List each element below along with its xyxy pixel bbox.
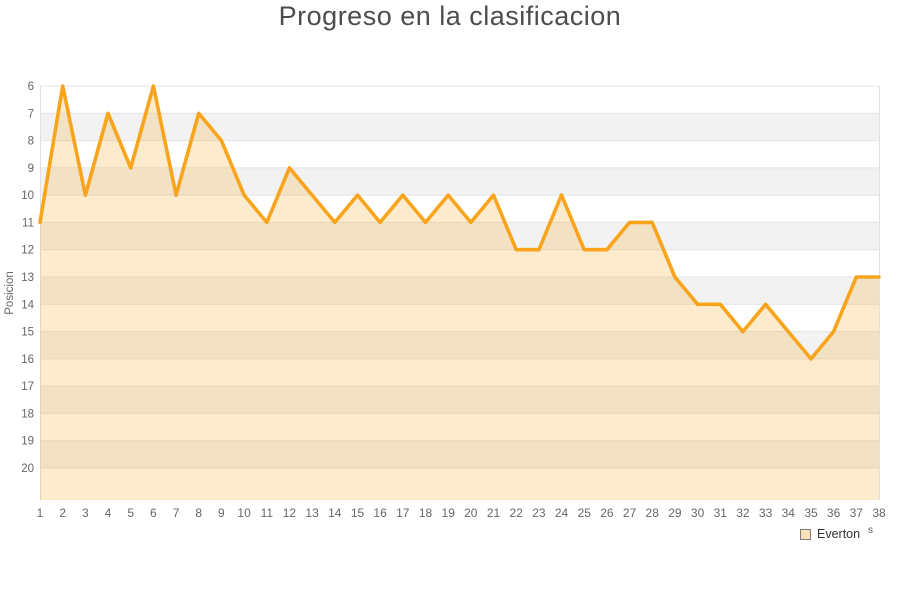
plot-band — [40, 331, 879, 359]
x-tick-label: 36 — [827, 506, 841, 520]
x-tick-label: 37 — [850, 506, 864, 520]
x-tick-label: 3 — [82, 506, 89, 520]
y-tick-label: 6 — [28, 81, 34, 93]
x-tick-label: 15 — [351, 506, 365, 520]
plot-band — [40, 222, 879, 250]
x-tick-label: 13 — [305, 506, 319, 520]
x-tick-label: 14 — [328, 506, 342, 520]
legend-swatch-icon — [800, 528, 811, 540]
plot-band — [40, 440, 879, 468]
x-tick-label: 34 — [782, 506, 796, 520]
y-tick-label: 7 — [28, 108, 34, 120]
y-tick-label: 19 — [21, 436, 34, 448]
x-tick-label: 25 — [578, 506, 592, 520]
plot-band — [40, 113, 879, 141]
y-tick-label: 17 — [21, 381, 34, 393]
y-tick-label: 14 — [21, 299, 34, 311]
x-tick-label: 24 — [555, 506, 569, 520]
plot-band — [40, 277, 879, 305]
x-tick-label: 5 — [127, 506, 134, 520]
x-tick-label: 21 — [487, 506, 501, 520]
chart-title: Progreso en la clasificacion — [278, 1, 622, 31]
series-line-everton[interactable] — [38, 84, 881, 361]
y-tick-label: 20 — [21, 463, 34, 475]
x-tick-label: 27 — [623, 506, 637, 520]
y-tick-label: 10 — [21, 190, 34, 202]
credit-remnant: s — [868, 525, 873, 536]
x-tick-label: 29 — [668, 506, 682, 520]
y-tick-label: 16 — [21, 354, 34, 366]
x-tick-label: 38 — [872, 506, 886, 520]
x-tick-label: 23 — [532, 506, 546, 520]
x-tick-label: 19 — [442, 506, 456, 520]
x-tick-label: 9 — [218, 506, 225, 520]
series-area-everton — [40, 86, 879, 500]
x-tick-label: 7 — [173, 506, 180, 520]
legend-item-everton[interactable]: Everton — [800, 527, 860, 541]
x-tick-label: 28 — [646, 506, 660, 520]
y-tick-label: 18 — [21, 408, 34, 420]
x-tick-label: 1 — [37, 506, 44, 520]
x-tick-label: 32 — [736, 506, 750, 520]
x-tick-label: 16 — [373, 506, 387, 520]
y-axis-title: Posicion — [4, 271, 16, 314]
x-tick-label: 8 — [195, 506, 202, 520]
x-tick-label: 20 — [464, 506, 478, 520]
y-tick-label: 9 — [28, 163, 34, 175]
x-tick-label: 33 — [759, 506, 773, 520]
x-tick-label: 10 — [237, 506, 251, 520]
x-tick-label: 11 — [261, 506, 274, 520]
x-tick-label: 18 — [419, 506, 433, 520]
x-tick-label: 30 — [691, 506, 705, 520]
y-tick-label: 13 — [21, 272, 34, 284]
y-tick-label: 15 — [21, 327, 34, 339]
x-tick-label: 6 — [150, 506, 157, 520]
y-tick-label: 11 — [22, 217, 34, 229]
plot-band — [40, 386, 879, 414]
x-tick-label: 22 — [510, 506, 524, 520]
legend-label: Everton — [817, 527, 861, 541]
x-tick-label: 26 — [600, 506, 614, 520]
x-tick-label: 31 — [714, 506, 728, 520]
x-tick-label: 35 — [804, 506, 818, 520]
y-tick-label: 12 — [21, 245, 34, 257]
x-tick-label: 4 — [105, 506, 112, 520]
y-tick-label: 8 — [28, 136, 34, 148]
x-tick-label: 2 — [59, 506, 66, 520]
x-tick-label: 17 — [396, 506, 410, 520]
x-tick-label: 12 — [283, 506, 297, 520]
